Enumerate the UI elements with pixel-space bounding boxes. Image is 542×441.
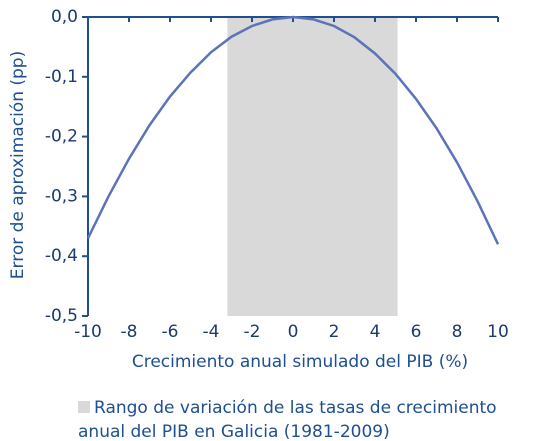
x-tick-label: 10: [487, 322, 509, 342]
x-axis-label: Crecimiento anual simulado del PIB (%): [132, 352, 468, 372]
x-tick-label: -6: [162, 322, 179, 342]
y-tick-label: -0,3: [45, 186, 78, 206]
data-line: [86, 15, 500, 245]
y-tick-label: -0,2: [45, 127, 78, 147]
legend-label: Rango de variación de las tasas de creci…: [78, 398, 497, 441]
x-tick-label: -8: [121, 322, 138, 342]
x-tick-label: -4: [203, 322, 220, 342]
x-tick-label: 0: [288, 322, 299, 342]
x-tick-label: -10: [74, 322, 102, 342]
y-tick-label: 0,0: [51, 7, 78, 27]
x-tick-label: -2: [244, 322, 261, 342]
chart: Error de aproximación (pp) Crecimiento a…: [8, 7, 509, 372]
legend: Rango de variación de las tasas de creci…: [78, 396, 528, 441]
x-tick-label: 4: [370, 322, 381, 342]
legend-swatch: [78, 401, 90, 413]
y-tick-label: -0,5: [45, 306, 78, 326]
x-tick-label: 8: [452, 322, 463, 342]
x-tick-label: 6: [411, 322, 422, 342]
y-axis-label: Error de aproximación (pp): [8, 51, 28, 279]
x-tick-label: 2: [329, 322, 340, 342]
shaded-range: [227, 17, 398, 316]
y-tick-label: -0,4: [45, 246, 78, 266]
y-tick-label: -0,1: [45, 67, 78, 87]
